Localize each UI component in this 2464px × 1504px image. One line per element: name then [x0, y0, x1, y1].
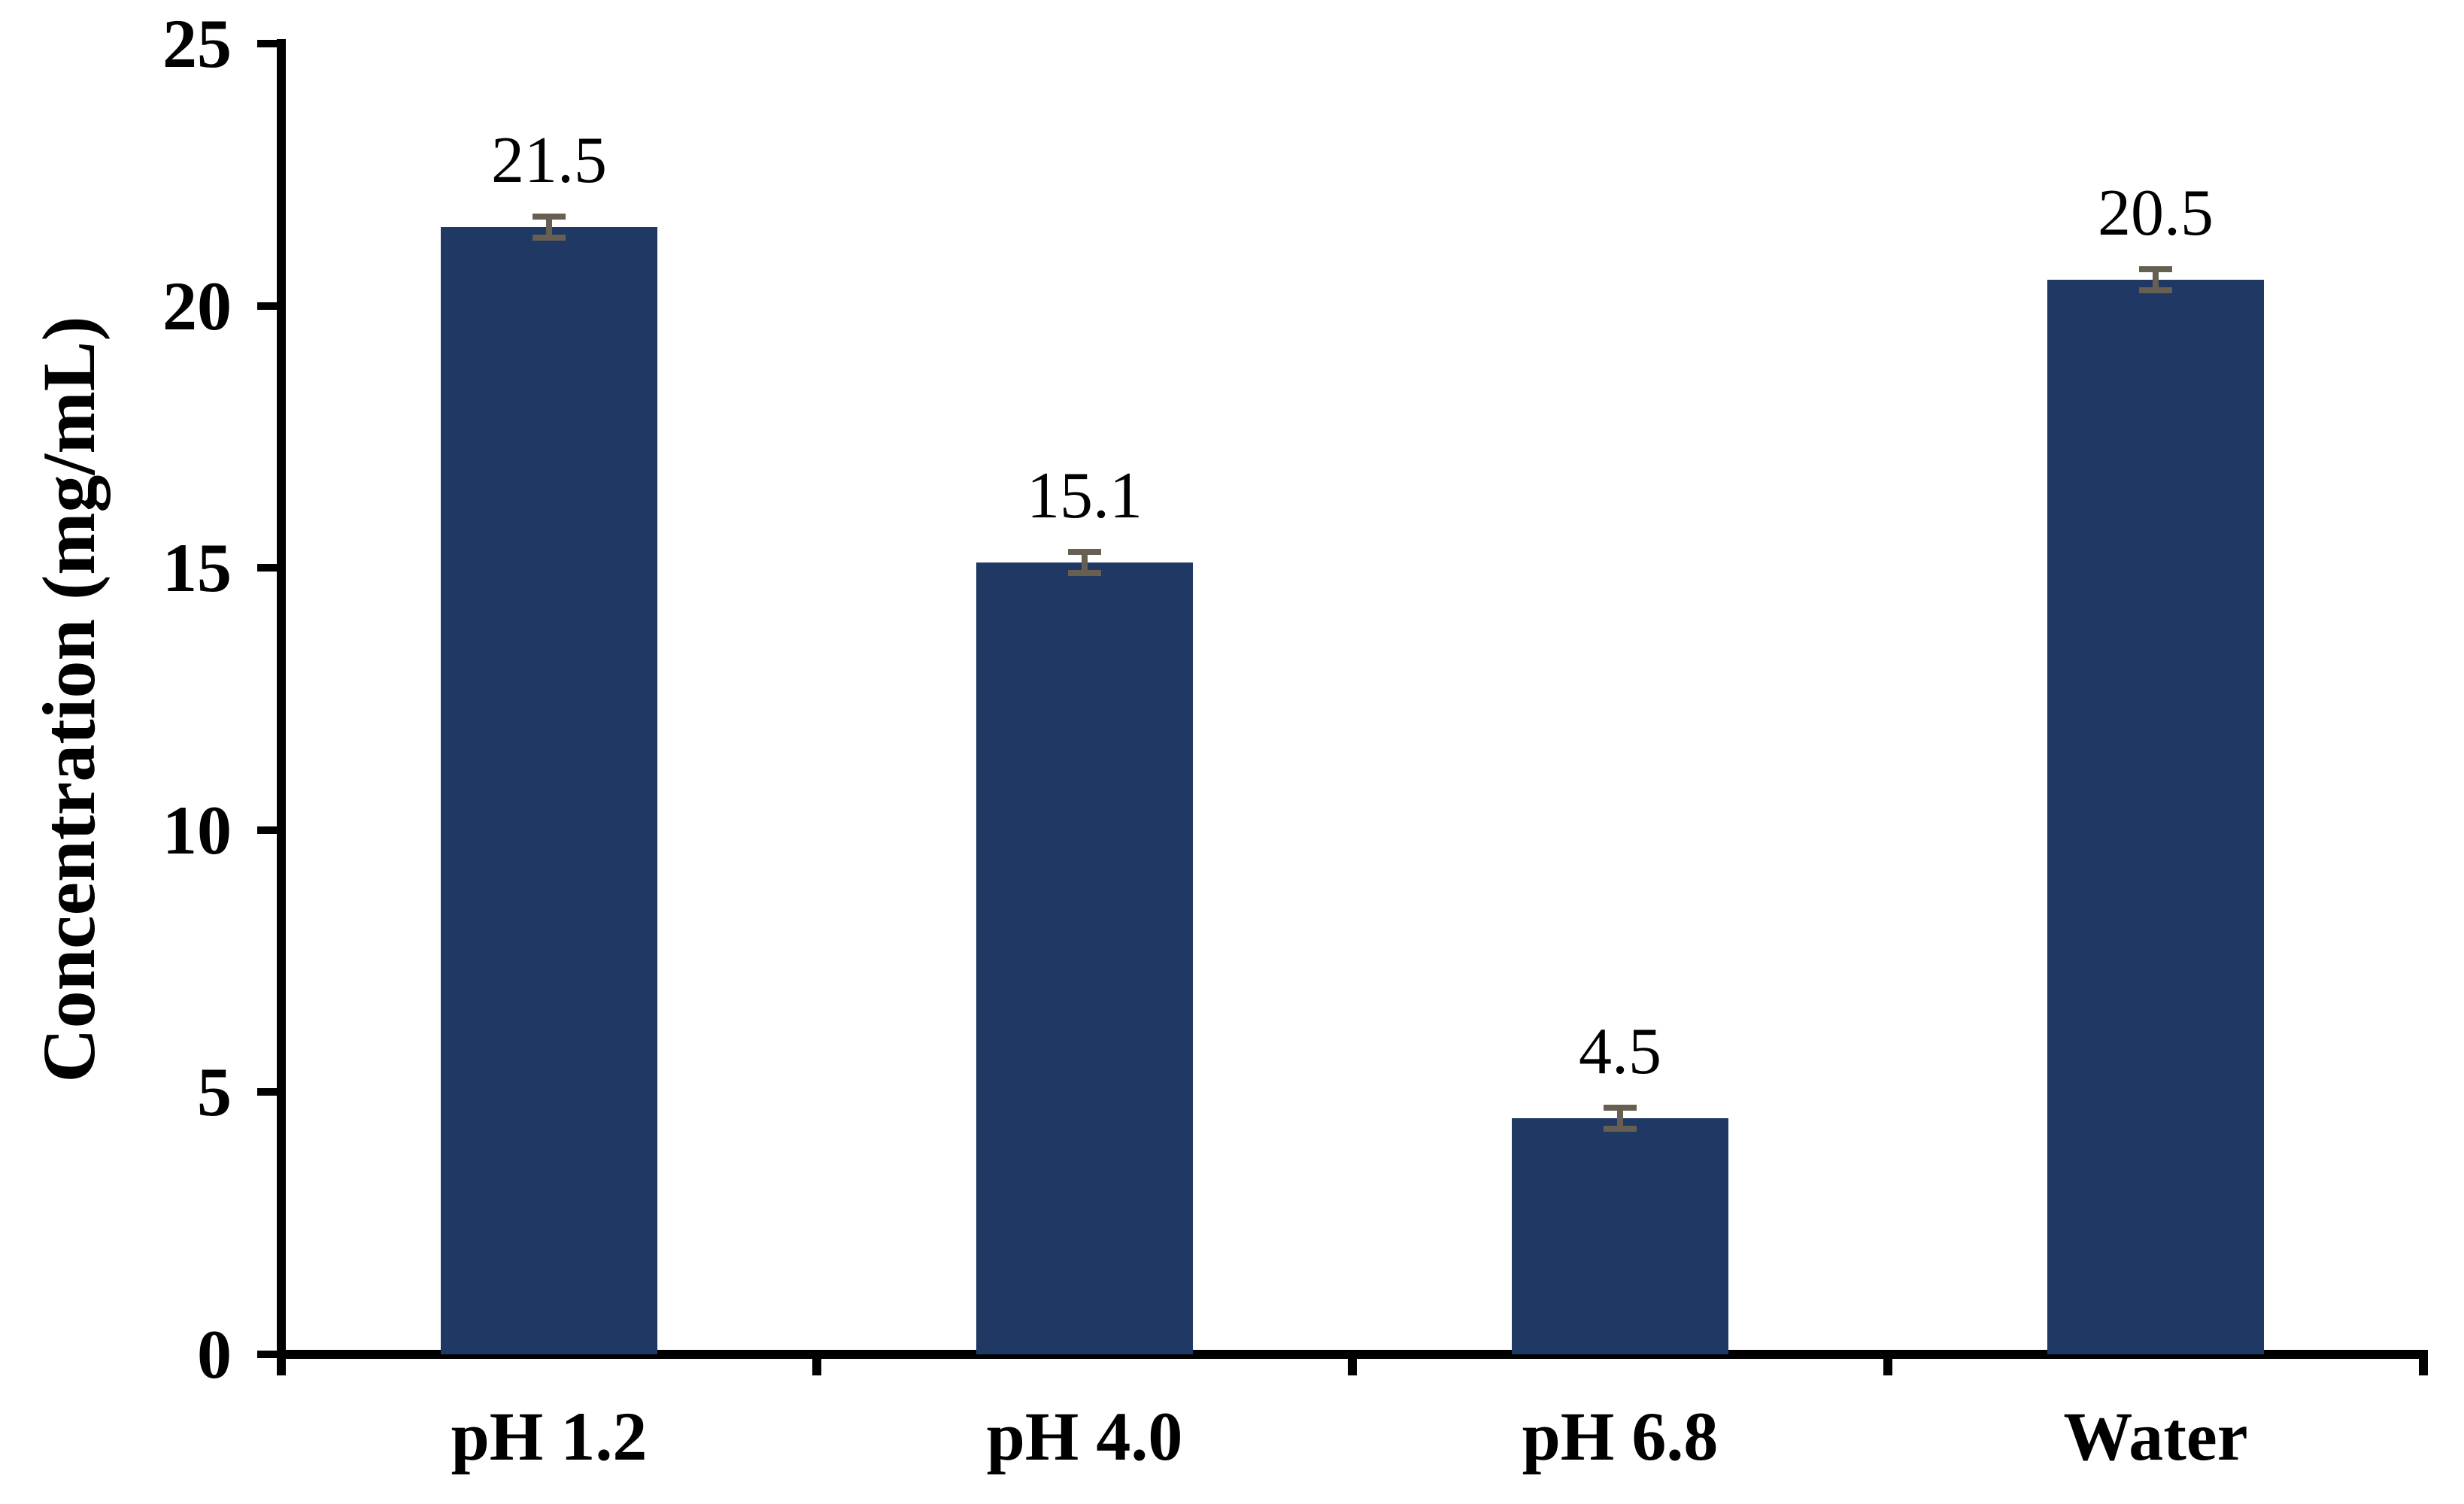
y-tick — [257, 564, 277, 572]
x-tick — [2419, 1359, 2428, 1375]
error-bar-stem — [1082, 552, 1088, 573]
y-tick-label: 20 — [162, 268, 232, 344]
error-bar-cap-bottom — [2139, 287, 2172, 293]
x-tick — [1348, 1359, 1357, 1375]
error-bar-cap-top — [533, 214, 566, 220]
x-category-label: Water — [2063, 1398, 2248, 1475]
x-category-label: pH 4.0 — [986, 1398, 1183, 1475]
bar-water — [2047, 280, 2264, 1354]
error-bar-cap-bottom — [533, 235, 566, 241]
y-tick — [257, 1351, 277, 1358]
y-tick-label: 10 — [162, 792, 232, 869]
bar-ph-6.8 — [1512, 1118, 1728, 1354]
bar-ph-4.0 — [976, 562, 1193, 1354]
y-tick-label: 0 — [197, 1316, 232, 1393]
y-axis-title: Concentration (mg/mL) — [27, 316, 111, 1083]
bar-value-label: 20.5 — [2098, 177, 2214, 250]
y-tick — [257, 302, 277, 310]
error-bar-stem — [2153, 269, 2159, 290]
error-bar-stem — [1617, 1108, 1623, 1129]
y-tick — [257, 1088, 277, 1096]
x-axis-line — [277, 1350, 2428, 1359]
y-axis-line — [277, 39, 286, 1359]
bar-value-label: 4.5 — [1579, 1015, 1661, 1088]
x-tick — [277, 1359, 286, 1375]
bar-ph-1.2 — [441, 227, 657, 1354]
x-tick — [812, 1359, 821, 1375]
error-bar-cap-bottom — [1068, 570, 1101, 576]
x-category-label: pH 1.2 — [451, 1398, 648, 1475]
error-bar-cap-bottom — [1604, 1126, 1637, 1132]
error-bar-cap-top — [1604, 1105, 1637, 1111]
y-tick — [257, 826, 277, 834]
y-tick-label: 25 — [162, 5, 232, 82]
error-bar-cap-top — [1068, 549, 1101, 555]
x-tick — [1883, 1359, 1892, 1375]
x-category-label: pH 6.8 — [1522, 1398, 1719, 1475]
bar-value-label: 21.5 — [491, 124, 607, 197]
y-tick-label: 15 — [162, 529, 232, 606]
y-tick-label: 5 — [197, 1054, 232, 1130]
bar-value-label: 15.1 — [1027, 459, 1142, 532]
error-bar-stem — [546, 217, 552, 238]
y-tick — [257, 40, 277, 47]
error-bar-cap-top — [2139, 266, 2172, 272]
